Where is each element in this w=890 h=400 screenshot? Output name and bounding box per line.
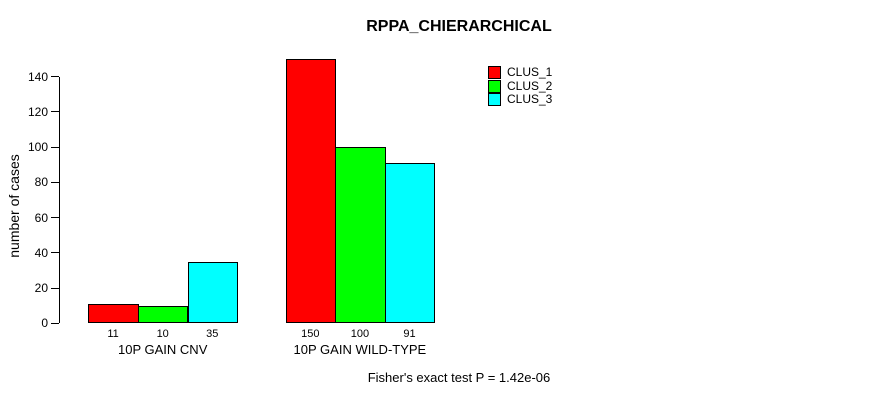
- y-axis-tick: [51, 322, 59, 324]
- y-axis-tick: [51, 217, 59, 219]
- y-axis-tick: [51, 287, 59, 289]
- y-axis-tick: [51, 146, 59, 148]
- bar-clus_1-group2: [285, 59, 337, 324]
- bar-value-label: 35: [206, 328, 219, 340]
- bar-value-label: 10: [156, 328, 169, 340]
- y-axis-tick-label: 140: [27, 69, 48, 84]
- bar-value-label: 100: [350, 328, 370, 340]
- legend-swatch-clus_1: [488, 66, 501, 79]
- legend-swatch-clus_2: [488, 79, 501, 93]
- y-axis-tick-label: 100: [27, 140, 48, 155]
- y-axis-tick-label: 80: [34, 175, 48, 190]
- y-axis-line: [59, 76, 60, 324]
- legend-label-clus_2: CLUS_2: [507, 78, 553, 93]
- y-axis-tick: [51, 252, 59, 254]
- y-axis-tick-label: 20: [34, 281, 48, 296]
- y-axis-tick-label: 60: [34, 210, 48, 225]
- y-axis-tick: [51, 76, 59, 78]
- y-axis-tick: [51, 111, 59, 113]
- legend-swatch-clus_3: [488, 93, 501, 106]
- chart-title: RPPA_CHIERARCHICAL: [366, 18, 552, 35]
- y-axis-tick: [51, 181, 59, 183]
- y-axis-tick-label: 0: [41, 316, 48, 331]
- footer-stat-text: Fisher's exact test P = 1.42e-06: [367, 370, 551, 385]
- bar-clus_1-group1: [88, 303, 139, 324]
- y-axis-tick-label: 40: [34, 245, 48, 260]
- legend: CLUS_1 CLUS_2 CLUS_3: [488, 66, 578, 111]
- bar-value-label: 11: [107, 328, 119, 340]
- bar-clus_3-group1: [187, 261, 239, 324]
- x-group-label-2: 10P GAIN WILD-TYPE: [293, 342, 427, 357]
- y-axis-tick-label: 120: [27, 104, 48, 119]
- legend-label-clus_3: CLUS_3: [507, 92, 553, 106]
- bar-value-label: 91: [403, 328, 416, 340]
- bar-clus_3-group2: [384, 163, 436, 324]
- bar-value-label: 150: [301, 328, 320, 340]
- bar-clus_2-group2: [335, 147, 386, 324]
- legend-label-clus_1: CLUS_1: [507, 65, 553, 79]
- x-group-label-1: 10P GAIN CNV: [118, 342, 208, 357]
- y-axis-label: number of cases: [6, 154, 22, 258]
- bar-clus_2-group1: [137, 305, 189, 324]
